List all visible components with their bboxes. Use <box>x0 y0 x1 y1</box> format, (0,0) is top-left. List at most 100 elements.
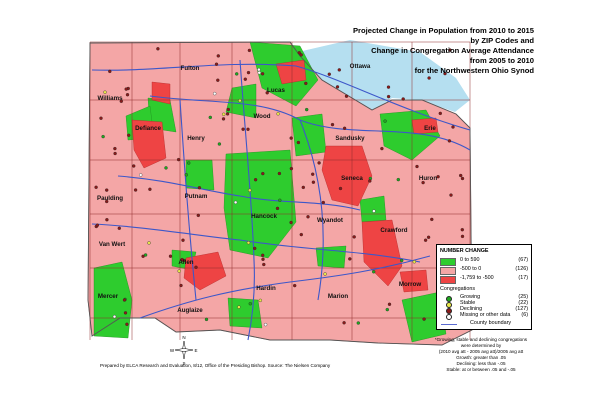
county-label: Defiance <box>135 125 161 132</box>
congregation-dot <box>204 317 209 322</box>
county-label: Sandusky <box>335 135 365 142</box>
note-line: Growth: greater than .05 <box>456 355 506 360</box>
legend-count: (22) <box>518 300 528 306</box>
note-line: Declining: less than -.05 <box>456 361 506 366</box>
congregation-dot <box>261 171 265 176</box>
note-line: Stable: at or between .05 and -.05 <box>446 367 516 372</box>
congregation-dot <box>105 199 109 204</box>
county-label: Hancock <box>251 213 277 220</box>
legend-count: (17) <box>518 275 528 281</box>
source-credit: Prepared by ELCA Research and Evaluation… <box>100 363 331 368</box>
county-label: Van Wert <box>99 241 125 248</box>
congregation-dot <box>296 140 301 145</box>
congregation-dot <box>124 87 128 91</box>
congregation-dot <box>260 72 265 76</box>
congregation-dot <box>297 51 301 55</box>
congregation-dot <box>299 53 303 57</box>
county-label: Crawford <box>380 227 407 234</box>
congregation-dot <box>225 112 230 116</box>
congregation-dot <box>372 270 376 274</box>
congregation-dot <box>105 188 109 192</box>
highway-path <box>91 223 421 263</box>
congregation-dot <box>304 81 308 86</box>
congregation-dot <box>196 213 200 218</box>
title-line: Projected Change in Population from 2010… <box>352 26 534 35</box>
congregation-dot <box>306 215 310 219</box>
congregation-dot <box>132 164 136 168</box>
congregation-dot <box>133 188 138 192</box>
legend-row-declining: Declining (127) <box>440 306 530 314</box>
zip-patch-growth <box>291 113 327 157</box>
congregation-dot <box>180 257 184 262</box>
congregation-dot <box>412 260 416 264</box>
congregation-dot <box>356 321 360 325</box>
congregation-dot <box>208 115 212 120</box>
congregation-dot <box>438 111 442 116</box>
county-label: Williams <box>97 95 123 102</box>
congregation-dot <box>299 232 303 237</box>
congregation-dot <box>460 228 464 232</box>
zip-patch-growth <box>185 159 215 191</box>
congregation-dot <box>327 72 331 76</box>
congregation-dot <box>139 173 143 177</box>
compass-e: E <box>194 348 197 353</box>
congregation-dot <box>95 223 100 227</box>
congregation-dot <box>101 134 105 139</box>
congregation-dot <box>105 218 109 222</box>
county-label: Allen <box>178 259 193 266</box>
congregation-dot <box>246 70 251 75</box>
legend-row-small-loss: -500 to 0 (126) <box>440 266 530 275</box>
legend-row-growing: Growing (25) <box>440 294 530 302</box>
congregation-dot <box>368 179 372 183</box>
legend-dot-missing <box>446 314 452 320</box>
congregation-dot <box>276 112 280 116</box>
congregation-dot <box>125 322 129 326</box>
zip-patch-growth <box>223 149 297 259</box>
congregation-dot <box>233 200 238 205</box>
congregation-dot <box>238 98 242 103</box>
congregation-dot <box>253 178 258 182</box>
congregation-dot <box>122 298 127 302</box>
congregation-dot <box>213 91 217 96</box>
highway-path <box>239 59 255 341</box>
congregation-dot <box>262 262 266 267</box>
congregation-dot <box>386 85 391 89</box>
congregation-dot <box>258 298 262 303</box>
congregation-dot <box>460 176 465 181</box>
congregation-dot <box>168 254 173 258</box>
congregation-dot <box>113 146 117 151</box>
congregation-dot <box>216 78 220 82</box>
note-line: were determined by <box>460 343 502 348</box>
county-label: Auglaize <box>177 307 203 314</box>
congregation-dot <box>422 317 426 321</box>
congregation-dot <box>311 180 316 184</box>
congregation-dot <box>448 48 452 52</box>
congregation-dot <box>401 97 405 101</box>
congregation-dot <box>263 322 268 327</box>
congregation-dot <box>112 314 117 319</box>
congregation-dot <box>289 136 293 140</box>
congregation-dot <box>143 253 148 257</box>
county-label: Seneca <box>341 175 363 182</box>
congregation-dot <box>426 235 431 239</box>
congregation-dot <box>443 71 447 76</box>
legend-dot-growing <box>446 296 452 302</box>
congregation-dot <box>261 253 265 257</box>
county-label: Henry <box>187 135 205 142</box>
congregation-dot <box>265 91 269 95</box>
legend-congregations-title: Congregations <box>440 286 476 292</box>
highway-path <box>179 99 197 301</box>
congregation-dot <box>216 54 220 58</box>
congregation-dot <box>342 126 347 130</box>
title-line: from 2005 to 2010 <box>469 56 534 65</box>
zip-patch-growth <box>227 297 263 329</box>
congregation-dot <box>197 186 202 190</box>
highways <box>91 59 471 341</box>
compass-w: W <box>170 348 175 353</box>
zip-change-patches <box>93 41 447 343</box>
congregation-dot <box>217 142 222 146</box>
zip-patch-major-loss <box>275 59 307 85</box>
congregation-dot <box>147 241 151 245</box>
congregation-dot <box>222 112 226 116</box>
